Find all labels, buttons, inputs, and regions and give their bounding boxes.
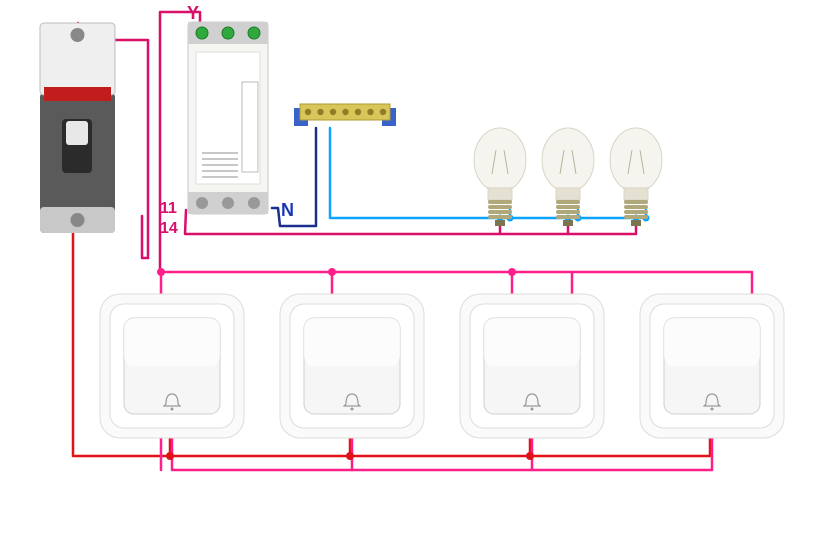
diagram-stage: Y N 11 14	[0, 0, 834, 548]
wiring-svg	[0, 0, 834, 548]
push-switch[interactable]	[100, 294, 244, 438]
light-bulb	[542, 128, 594, 226]
circuit-breaker	[40, 23, 115, 233]
push-switch[interactable]	[640, 294, 784, 438]
light-bulb	[474, 128, 526, 226]
neutral-busbar	[294, 104, 396, 126]
light-bulb	[610, 128, 662, 226]
push-switch[interactable]	[460, 294, 604, 438]
push-switch[interactable]	[280, 294, 424, 438]
impulse-relay	[188, 22, 268, 214]
